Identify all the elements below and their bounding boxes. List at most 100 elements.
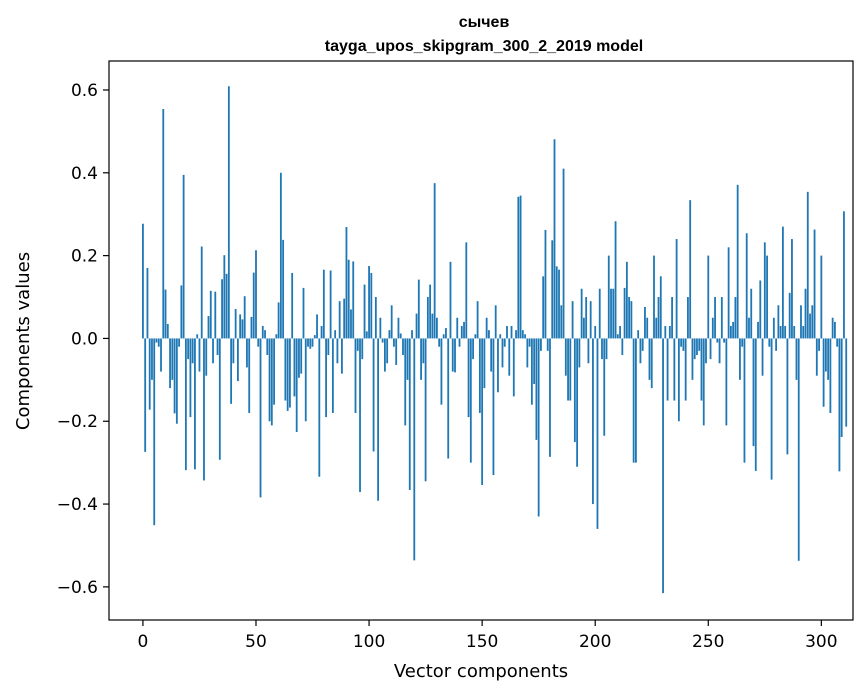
- bar-196: [585, 297, 588, 339]
- bar-240: [684, 338, 687, 401]
- bar-77: [316, 314, 318, 339]
- bar-301: [822, 338, 825, 407]
- bar-263: [736, 184, 739, 339]
- bar-220: [639, 338, 642, 364]
- bar-160: [503, 338, 506, 347]
- bar-56: [268, 338, 271, 422]
- bar-217: [632, 338, 635, 463]
- bar-86: [336, 338, 339, 364]
- bar-253: [714, 297, 716, 339]
- bar-100: [368, 265, 370, 339]
- bar-79: [320, 326, 323, 339]
- bar-216: [630, 301, 633, 339]
- bar-281: [777, 305, 780, 339]
- bar-120: [413, 338, 416, 561]
- bar-145: [469, 338, 472, 463]
- bar-93: [352, 261, 355, 339]
- bar-149: [478, 338, 481, 413]
- bar-232: [666, 338, 669, 401]
- bar-310: [843, 211, 845, 339]
- bar-243: [691, 338, 694, 380]
- x-tick-label: 50: [245, 632, 267, 652]
- bar-83: [329, 270, 332, 339]
- bar-170: [526, 338, 529, 368]
- bar-114: [399, 333, 402, 339]
- bar-183: [555, 266, 558, 339]
- bar-122: [417, 279, 420, 339]
- bar-295: [809, 313, 811, 339]
- bar-254: [716, 338, 719, 343]
- bar-18: [182, 174, 185, 339]
- bar-65: [289, 338, 291, 408]
- bar-247: [700, 338, 703, 401]
- bar-59: [275, 334, 278, 339]
- bar-282: [779, 326, 782, 339]
- bar-237: [677, 338, 680, 422]
- bar-283: [781, 226, 784, 339]
- bar-165: [515, 330, 517, 339]
- bar-180: [549, 338, 551, 457]
- bar-308: [838, 338, 841, 472]
- bar-266: [743, 338, 746, 463]
- bar-107: [383, 338, 386, 372]
- bar-131: [438, 338, 441, 347]
- bar-34: [218, 338, 221, 460]
- bar-81: [325, 338, 327, 418]
- bar-198: [589, 301, 592, 339]
- bar-259: [727, 247, 730, 339]
- bar-251: [709, 338, 712, 360]
- bar-128: [431, 313, 434, 339]
- bar-218: [635, 338, 637, 463]
- bar-11: [166, 323, 169, 339]
- bar-260: [729, 326, 732, 339]
- bar-213: [623, 287, 626, 339]
- bar-172: [530, 338, 533, 405]
- bar-62: [282, 239, 285, 339]
- bar-121: [415, 313, 418, 339]
- bar-226: [653, 255, 655, 339]
- bar-236: [675, 239, 678, 339]
- bar-199: [592, 338, 594, 505]
- bar-245: [696, 338, 698, 355]
- bar-26: [200, 246, 203, 339]
- bar-305: [831, 317, 834, 339]
- bar-47: [248, 338, 251, 413]
- bar-115: [402, 338, 404, 355]
- bar-204: [603, 338, 606, 436]
- bar-158: [499, 334, 502, 339]
- bar-225: [650, 338, 653, 389]
- bar-303: [827, 338, 830, 380]
- bar-55: [266, 338, 269, 355]
- y-tick-label: −0.2: [57, 412, 98, 432]
- bar-54: [264, 330, 266, 339]
- bar-68: [295, 338, 298, 433]
- bar-235: [673, 338, 676, 401]
- bar-297: [813, 229, 816, 339]
- bar-61: [279, 172, 282, 339]
- bar-22: [191, 338, 194, 364]
- x-tick-label: 300: [805, 632, 837, 652]
- bar-311: [845, 338, 848, 427]
- bar-229: [659, 276, 662, 339]
- plot-frame: [108, 60, 854, 621]
- bar-52: [259, 338, 262, 498]
- bar-228: [657, 297, 660, 339]
- bar-209: [614, 221, 617, 339]
- bar-25: [198, 338, 201, 372]
- bar-273: [759, 280, 762, 339]
- bar-49: [252, 272, 255, 339]
- bar-16: [178, 338, 181, 347]
- y-tick-label: 0.4: [71, 164, 98, 184]
- bar-248: [702, 338, 705, 426]
- bar-132: [440, 338, 443, 405]
- bar-256: [720, 297, 723, 339]
- bar-178: [544, 229, 547, 339]
- bar-39: [230, 338, 233, 404]
- bar-181: [551, 240, 554, 339]
- bar-221: [641, 338, 644, 351]
- bar-233: [668, 326, 671, 339]
- bar-5: [153, 338, 156, 526]
- bar-242: [689, 200, 692, 339]
- bar-84: [331, 338, 334, 413]
